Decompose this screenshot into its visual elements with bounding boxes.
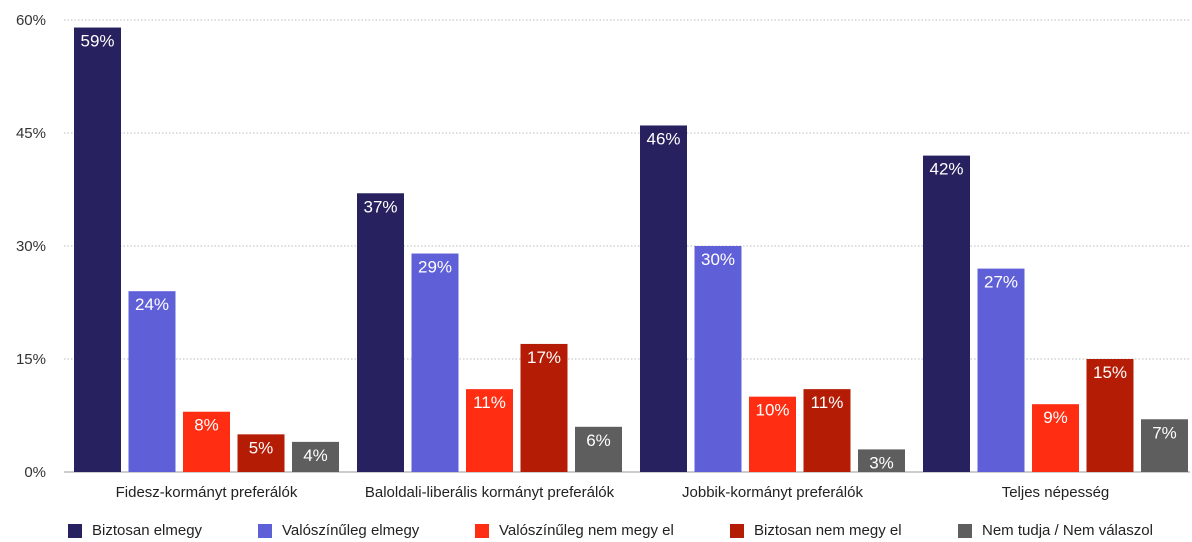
x-tick-label: Baloldali-liberális kormányt preferálók — [365, 484, 615, 501]
bar — [357, 193, 404, 472]
legend-swatch — [475, 523, 489, 538]
bar — [466, 389, 513, 472]
bar — [1032, 404, 1079, 472]
legend-item: Valószínűleg elmegy — [258, 522, 419, 539]
data-label: 10% — [755, 401, 789, 420]
data-label: 29% — [418, 258, 452, 277]
data-label: 6% — [586, 431, 611, 450]
data-label: 3% — [869, 453, 894, 472]
data-label: 9% — [1043, 408, 1068, 427]
data-label: 42% — [929, 160, 963, 179]
y-tick-label: 0% — [24, 464, 46, 481]
bars: 59% 24% 8% 5% 4% 37% 29% 11% 17% 6% 46% 30% 10% 11% 3%… — [74, 27, 1188, 473]
bar-chart: 0% 15% 30% 45% 60% 59% 24% 8% 5% 4% 37% 29% 11% 17% 6… — [16, 12, 1190, 501]
data-label: 30% — [701, 250, 735, 269]
data-label: 8% — [194, 416, 219, 435]
bar — [237, 434, 285, 472]
bar — [923, 155, 970, 472]
legend-item: Valószínűleg nem megy el — [475, 522, 674, 539]
data-label: 59% — [80, 32, 114, 51]
legend: Biztosan elmegy Valószínűleg elmegy Valósz… — [0, 522, 1192, 542]
x-tick-label: Jobbik-kormányt preferálók — [682, 484, 863, 501]
data-label: 37% — [363, 197, 397, 216]
data-label: 5% — [249, 438, 274, 457]
bar — [292, 441, 339, 472]
legend-label: Biztosan elmegy — [92, 522, 203, 539]
y-tick-label: 45% — [16, 125, 46, 142]
y-tick-label: 15% — [16, 351, 46, 368]
bar — [749, 396, 796, 472]
legend-item: Biztosan elmegy — [68, 522, 202, 539]
legend-item: Nem tudja / Nem válaszol — [958, 522, 1153, 539]
data-label: 15% — [1093, 363, 1127, 382]
legend-item: Biztosan nem megy el — [730, 522, 902, 539]
legend-swatch — [258, 523, 272, 538]
bar — [411, 253, 459, 472]
x-tick-label: Fidesz-kormányt preferálók — [116, 484, 298, 501]
data-label: 11% — [473, 393, 506, 412]
data-label: 4% — [303, 446, 328, 465]
data-label: 11% — [811, 393, 844, 412]
bar — [575, 426, 622, 472]
bar — [74, 27, 121, 473]
bar — [803, 389, 851, 472]
bar — [1086, 359, 1134, 472]
y-tick-label: 60% — [16, 12, 46, 29]
bar — [520, 343, 568, 472]
legend-swatch — [730, 523, 744, 538]
data-label: 17% — [527, 348, 561, 367]
legend-swatch — [68, 523, 82, 538]
bar — [858, 449, 905, 472]
y-tick-label: 30% — [16, 238, 46, 255]
legend-label: Valószínűleg nem megy el — [499, 522, 674, 539]
bar — [128, 291, 176, 472]
legend-label: Valószínűleg elmegy — [282, 522, 420, 539]
data-label: 46% — [646, 129, 680, 148]
bar — [977, 268, 1025, 472]
legend-label: Biztosan nem megy el — [754, 522, 902, 539]
data-label: 24% — [135, 295, 169, 314]
x-axis: Fidesz-kormányt preferálók Baloldali-libe… — [116, 484, 1110, 501]
legend-swatch — [958, 523, 972, 538]
y-axis: 0% 15% 30% 45% 60% — [16, 12, 46, 481]
data-label: 27% — [984, 273, 1018, 292]
legend-label: Nem tudja / Nem válaszol — [982, 522, 1153, 539]
data-label: 7% — [1152, 423, 1177, 442]
x-tick-label: Teljes népesség — [1002, 484, 1110, 501]
bar — [183, 411, 230, 472]
bar — [640, 125, 687, 472]
bar — [694, 246, 742, 472]
bar — [1141, 419, 1188, 472]
